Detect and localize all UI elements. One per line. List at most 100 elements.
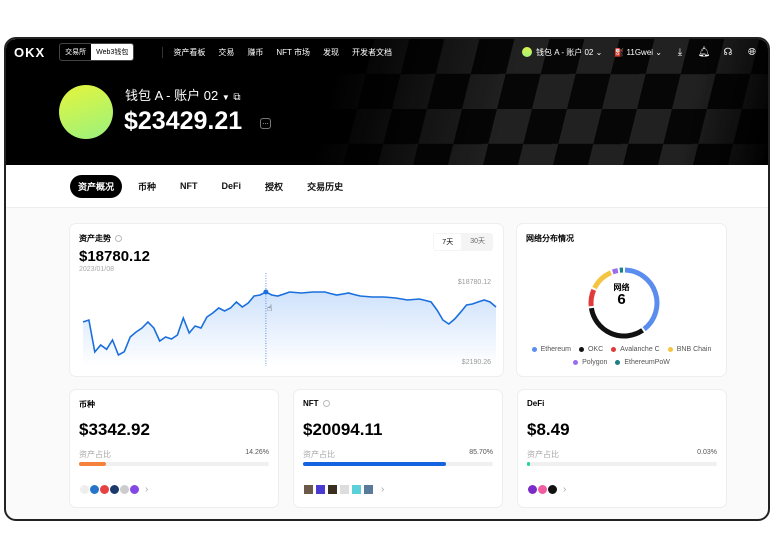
- globe-icon[interactable]: 🌐︎: [748, 46, 756, 58]
- wallet-avatar: [59, 85, 113, 139]
- min-label: $2190.26: [461, 359, 491, 366]
- wallet-name[interactable]: 钱包 A - 账户 02 ▼ ⧉: [125, 85, 241, 104]
- caret-down-icon: ▼: [221, 93, 230, 102]
- legend-item[interactable]: Ethereum: [531, 346, 571, 353]
- network-distribution-card: 网络分布情况 网络 6 Ethereum OKC Avalanche C BNB Ch…: [516, 223, 727, 377]
- account-label: 钱包 A - 账户 02: [536, 47, 594, 57]
- tab-defi[interactable]: DeFi: [221, 181, 242, 191]
- nft-thumbnails: ›: [303, 484, 384, 495]
- nft-card[interactable]: NFT $20094.11 资产占比 85.70% ›: [293, 389, 503, 508]
- donut-slice-okc[interactable]: [588, 307, 644, 339]
- legend-label: OKC: [587, 346, 604, 353]
- download-icon[interactable]: ⤓: [677, 46, 683, 58]
- share-label: 资产占比: [79, 450, 111, 459]
- token-icons: ›: [79, 484, 148, 495]
- nav-link-nft-market[interactable]: NFT 市场: [276, 47, 310, 57]
- gas-selector[interactable]: ⛽ 11Gwei ⌄: [614, 48, 662, 57]
- legend-label: Avalanche C: [620, 346, 660, 353]
- copy-icon[interactable]: ⧉: [233, 92, 241, 103]
- donut-slice-avalanche-c[interactable]: [588, 288, 597, 307]
- wallet-header: OKX 交易所 Web3钱包 资产看板 交易 赚币 NFT 市场 发现 开发者文…: [6, 39, 768, 165]
- legend-item[interactable]: BNB Chain: [667, 346, 711, 353]
- legend-item[interactable]: Avalanche C: [611, 346, 660, 353]
- trend-title: 资产走势: [79, 234, 111, 243]
- mode-exchange[interactable]: 交易所: [65, 49, 87, 56]
- tab-bar: 资产概况 币种 NFT DeFi 授权 交易历史: [6, 165, 768, 208]
- trend-chart[interactable]: ☝: [70, 224, 505, 378]
- network-donut: [588, 267, 660, 339]
- nav-link-discover[interactable]: 发现: [322, 47, 339, 57]
- nav-link-trade[interactable]: 交易: [218, 47, 235, 57]
- legend-item[interactable]: Polygon: [573, 359, 607, 366]
- tab-tokens[interactable]: 币种: [138, 181, 157, 192]
- defi-card[interactable]: DeFi $8.49 资产占比 0.03% ›: [517, 389, 727, 508]
- share-bar-fill: [79, 462, 107, 466]
- nft-thumbnail: [351, 484, 362, 495]
- nft-thumbnail: [363, 484, 374, 495]
- chevron-right-icon[interactable]: ›: [145, 484, 149, 495]
- legend-item[interactable]: OKC: [578, 346, 604, 353]
- headset-icon[interactable]: ☊: [723, 46, 733, 58]
- more-icon[interactable]: …: [260, 118, 271, 129]
- share-bar-fill: [527, 462, 530, 466]
- total-balance: $23429.21: [124, 107, 243, 135]
- card-title: DeFi: [527, 399, 545, 408]
- tab-history[interactable]: 交易历史: [307, 181, 344, 192]
- donut-slice-ethereum[interactable]: [624, 267, 660, 332]
- top-nav: OKX 交易所 Web3钱包 资产看板 交易 赚币 NFT 市场 发现 开发者文…: [6, 39, 768, 65]
- legend-label: Ethereum: [540, 346, 571, 353]
- tab-nft[interactable]: NFT: [180, 181, 198, 191]
- nft-thumbnail: [327, 484, 338, 495]
- legend-row-2: Polygon EthereumPoW: [517, 359, 726, 366]
- donut-center-value: 6: [617, 291, 626, 308]
- bell-icon[interactable]: 🔔︎: [697, 46, 711, 58]
- nft-thumbnail: [315, 484, 326, 495]
- donut-slice-polygon[interactable]: [611, 268, 619, 275]
- tab-approvals[interactable]: 授权: [265, 181, 284, 192]
- card-amount: $3342.92: [79, 420, 150, 439]
- nav-link-dashboard[interactable]: 资产看板: [173, 47, 206, 57]
- nav-link-earn[interactable]: 赚币: [247, 47, 264, 57]
- protocol-icon: [547, 484, 558, 495]
- info-icon[interactable]: [322, 400, 330, 408]
- range-30d[interactable]: 30天: [470, 238, 485, 245]
- donut-center-label: 网络: [613, 283, 630, 292]
- max-label: $18780.12: [457, 279, 491, 286]
- tokens-card[interactable]: 币种 $3342.92 资产占比 14.26% ›: [69, 389, 279, 508]
- legend-label: EthereumPoW: [624, 359, 670, 366]
- range-switch: 7天 30天: [433, 233, 493, 251]
- card-amount: $20094.11: [303, 420, 383, 439]
- mode-web3-wallet[interactable]: Web3钱包: [91, 44, 134, 60]
- trend-date: 2023/01/08: [79, 266, 115, 273]
- polygon-icon: [129, 484, 140, 495]
- legend-dot: [667, 346, 673, 352]
- legend-row-1: Ethereum OKC Avalanche C BNB Chain: [517, 346, 726, 353]
- account-selector[interactable]: 钱包 A - 账户 02 ⌄: [522, 47, 602, 58]
- legend-item[interactable]: EthereumPoW: [615, 359, 670, 366]
- hand-cursor-icon: ☝: [267, 303, 272, 313]
- area-fill: [83, 292, 496, 366]
- gas-label: 11Gwei: [626, 47, 654, 57]
- protocol-icons: ›: [527, 484, 566, 495]
- card-title: NFT: [303, 399, 319, 408]
- share-label: 资产占比: [303, 450, 335, 459]
- account-avatar: [522, 47, 533, 58]
- legend-dot: [578, 346, 584, 352]
- chevron-right-icon[interactable]: ›: [381, 484, 385, 495]
- info-icon[interactable]: [115, 235, 122, 243]
- network-title: 网络分布情况: [526, 234, 574, 243]
- range-7d[interactable]: 7天: [434, 234, 462, 250]
- share-bar-fill: [303, 462, 446, 466]
- share-label: 资产占比: [527, 450, 559, 459]
- card-amount: $8.49: [527, 420, 570, 439]
- okx-logo[interactable]: OKX: [14, 44, 46, 60]
- share-bar: [527, 462, 717, 466]
- wallet-name-label: 钱包 A - 账户 02: [125, 88, 219, 103]
- chevron-right-icon[interactable]: ›: [563, 484, 567, 495]
- nav-link-dev-docs[interactable]: 开发者文档: [351, 47, 392, 57]
- donut-slice-bnb-chain[interactable]: [592, 270, 613, 290]
- legend-label: Polygon: [582, 359, 608, 366]
- share-bar: [79, 462, 269, 466]
- tab-overview[interactable]: 资产概况: [70, 174, 123, 198]
- legend-dot: [531, 346, 537, 352]
